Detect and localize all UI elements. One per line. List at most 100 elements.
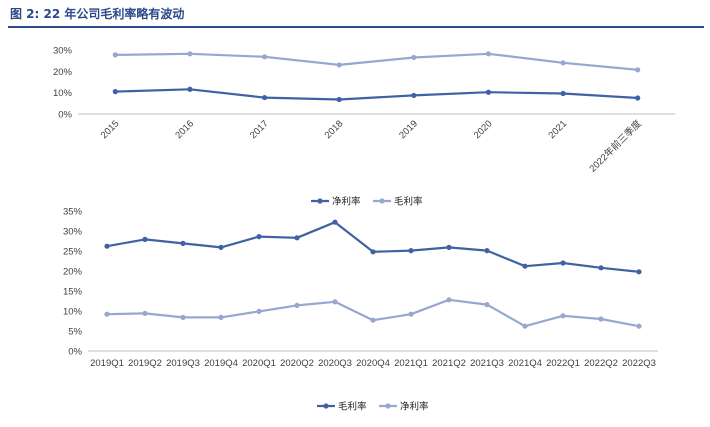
series-line-1	[106, 221, 640, 273]
chart-2: 0% 5% 10% 15% 20% 25% 30% 35% 2019Q1 2019Q2 2019Q3…	[63, 207, 658, 413]
x-tick-label: 2019	[397, 118, 420, 141]
x-tick-label: 2022Q2	[584, 358, 618, 369]
legend-swatch-marker	[385, 403, 391, 409]
data-point	[598, 265, 604, 271]
data-point	[187, 86, 193, 92]
legend-label: 净利率	[332, 196, 361, 208]
y-tick-label: 0%	[58, 110, 72, 121]
x-tick-label: 2021Q1	[394, 358, 428, 369]
data-point	[370, 249, 376, 255]
data-point	[294, 302, 300, 308]
x-tick-label: 2021	[546, 118, 569, 141]
data-point	[560, 60, 566, 66]
data-point	[636, 269, 642, 275]
x-tick-label: 2020	[472, 118, 495, 141]
x-tick-label: 2021Q3	[470, 358, 504, 369]
legend-swatch-marker	[317, 198, 323, 204]
data-point	[336, 62, 342, 68]
data-point	[408, 248, 414, 254]
x-tick-label: 2015	[99, 118, 122, 141]
data-point	[560, 260, 566, 266]
y-tick-label: 10%	[63, 307, 83, 318]
data-point	[485, 89, 492, 95]
x-tick-label: 2019Q4	[204, 358, 238, 369]
x-tick-label: 2021Q2	[432, 358, 466, 369]
y-tick-label: 35%	[63, 207, 83, 218]
series-line-1	[115, 88, 638, 101]
data-point	[261, 54, 268, 60]
y-tick-label: 15%	[63, 287, 83, 298]
data-point	[370, 317, 376, 323]
x-tick-label: 2017	[248, 118, 271, 141]
data-point	[411, 54, 417, 61]
legend-item: 毛利率	[317, 401, 367, 413]
legend-swatch-marker	[323, 403, 329, 409]
data-point	[522, 323, 528, 329]
title-rule	[8, 26, 704, 28]
data-point	[142, 236, 148, 242]
data-point	[446, 244, 452, 250]
data-point	[408, 311, 414, 317]
x-tick-label: 2020Q2	[280, 358, 314, 369]
x-tick-label: 2018	[323, 118, 346, 141]
data-point	[256, 234, 262, 240]
data-point	[180, 240, 186, 246]
data-point	[261, 94, 268, 101]
x-tick-label: 2019Q1	[90, 358, 124, 369]
legend-label: 毛利率	[338, 401, 367, 413]
data-point	[294, 235, 300, 241]
x-tick-label: 2020Q4	[356, 358, 390, 369]
legend-item: 净利率	[311, 196, 361, 208]
data-point	[336, 96, 342, 103]
data-point	[522, 263, 528, 269]
data-point	[560, 90, 566, 97]
data-point	[104, 243, 110, 249]
data-point	[180, 314, 186, 320]
data-point	[112, 89, 118, 95]
data-point	[411, 92, 417, 99]
data-point	[104, 311, 110, 317]
x-tick-label: 2020Q1	[242, 358, 276, 369]
data-point	[142, 310, 148, 316]
chart-1: 0% 10% 20% 30% 2015 2016 2017 2018 2019 2020 2021 2…	[53, 46, 675, 208]
y-tick-label: 20%	[63, 267, 83, 278]
x-tick-label: 2022年前三季度	[587, 117, 644, 174]
data-point	[112, 52, 118, 58]
data-point	[598, 316, 604, 322]
legend-item: 净利率	[379, 401, 429, 413]
legend-item: 毛利率	[373, 196, 423, 208]
y-tick-label: 10%	[53, 88, 73, 99]
data-point	[485, 51, 492, 57]
data-point	[636, 323, 642, 329]
x-tick-label: 2022Q3	[622, 358, 656, 369]
data-point	[635, 95, 641, 101]
data-point	[332, 219, 338, 225]
x-tick-label: 2022Q1	[546, 358, 580, 369]
data-point	[560, 313, 566, 319]
series-line-2	[115, 52, 638, 71]
data-point	[446, 297, 452, 303]
y-tick-label: 5%	[68, 327, 82, 338]
legend-label: 净利率	[400, 401, 429, 413]
x-tick-label: 2021Q4	[508, 358, 542, 369]
y-tick-label: 25%	[63, 247, 83, 258]
data-point	[218, 244, 224, 250]
x-tick-label: 2016	[173, 118, 196, 141]
figure-title: 图 2: 22 年公司毛利率略有波动	[10, 7, 185, 21]
data-point	[256, 308, 262, 314]
y-tick-label: 20%	[53, 67, 73, 78]
data-point	[218, 314, 224, 320]
y-tick-label: 30%	[63, 227, 83, 238]
x-tick-label: 2019Q2	[128, 358, 162, 369]
data-point	[187, 51, 193, 57]
data-point	[484, 248, 490, 254]
legend-label: 毛利率	[394, 196, 423, 208]
data-point	[635, 67, 641, 73]
x-tick-label: 2019Q3	[166, 358, 200, 369]
legend-swatch-marker	[379, 198, 385, 204]
x-tick-label: 2020Q3	[318, 358, 352, 369]
data-point	[332, 299, 338, 305]
data-point	[484, 302, 490, 308]
y-tick-label: 30%	[53, 46, 73, 57]
